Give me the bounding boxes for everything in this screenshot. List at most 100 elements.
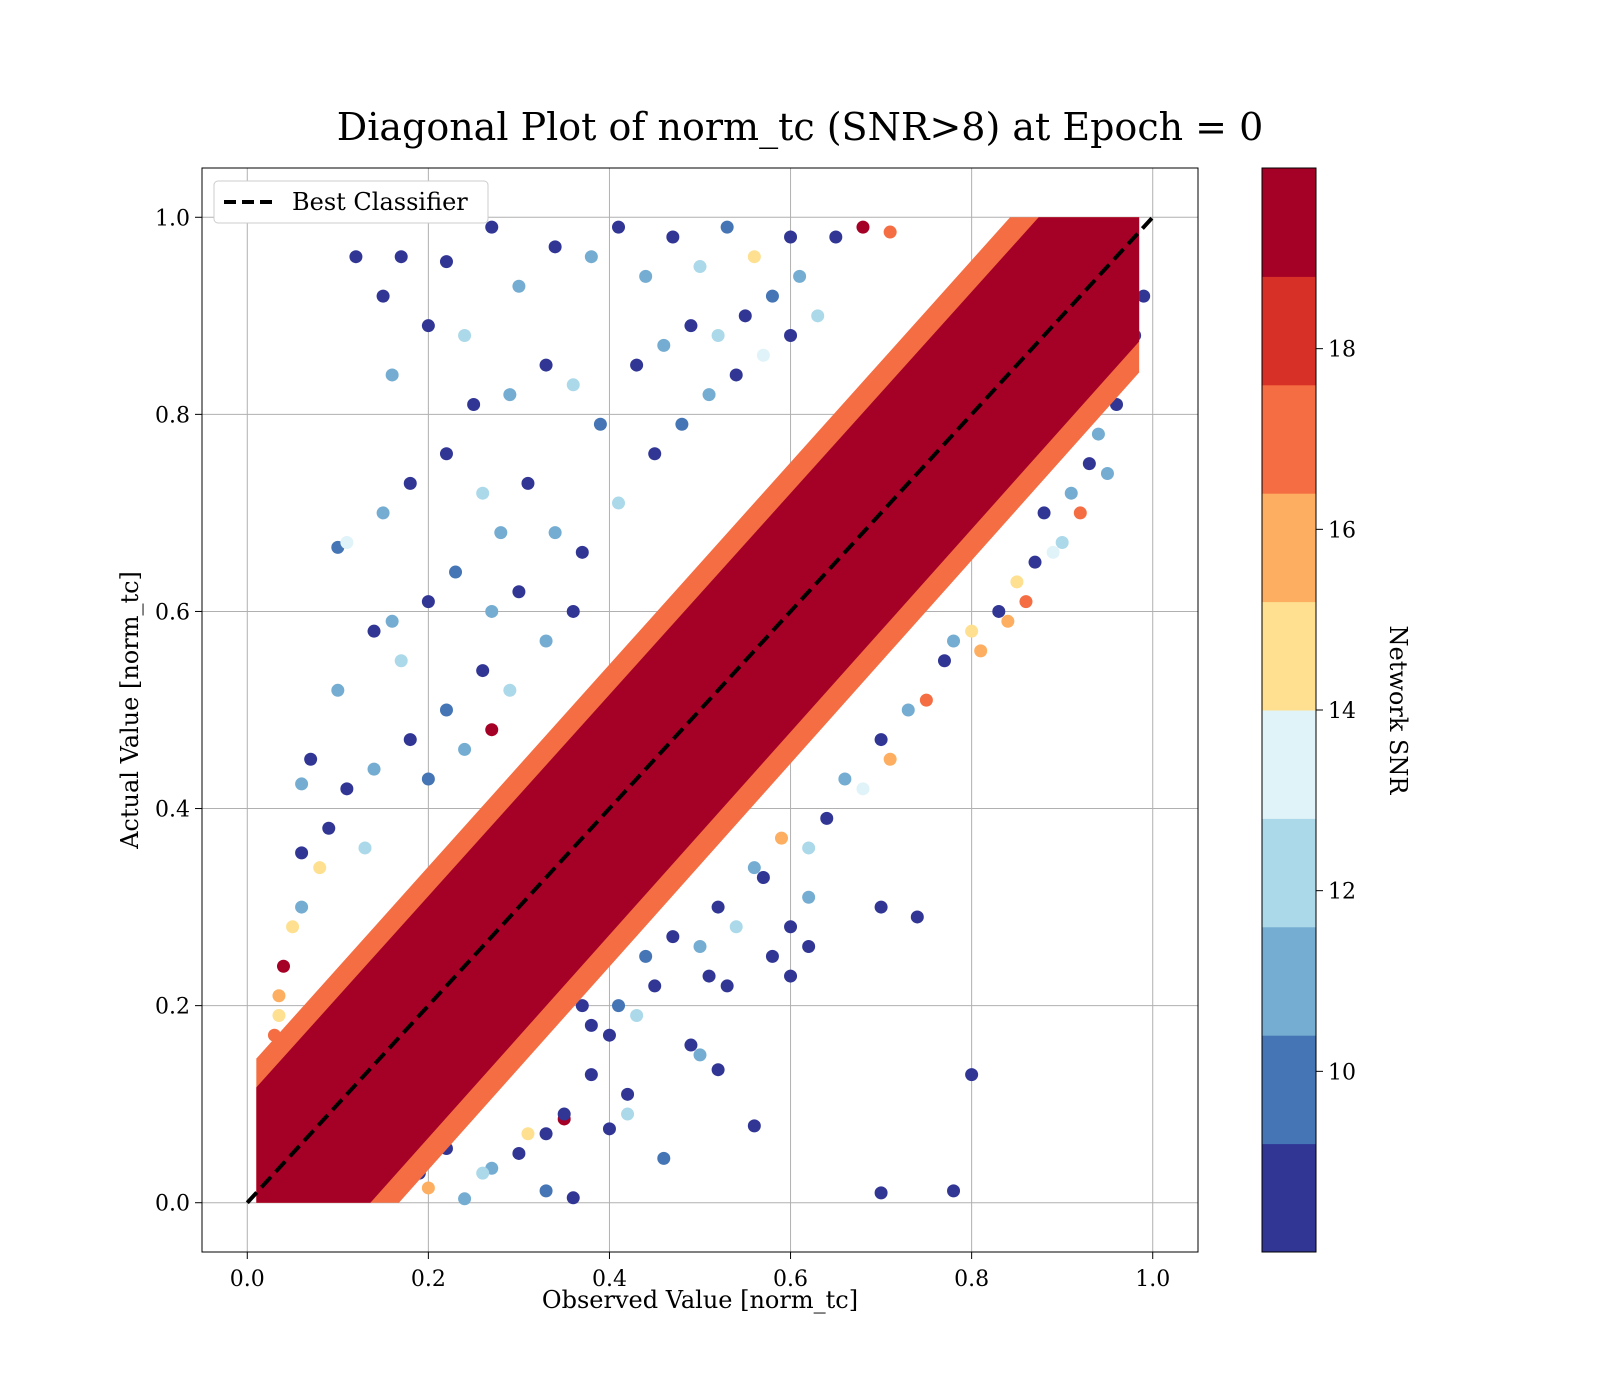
scatter-point (1055, 535, 1069, 549)
scatter-point (584, 1018, 598, 1032)
scatter-point (476, 486, 490, 500)
colorbar-segment (1262, 818, 1316, 928)
scatter-point (1091, 427, 1105, 441)
scatter-point (947, 634, 961, 648)
scatter-point (272, 989, 286, 1003)
scatter-point (340, 782, 354, 796)
scatter-point (322, 821, 336, 835)
x-tick-label: 0.2 (411, 1267, 446, 1292)
y-tick-label: 1.0 (155, 206, 190, 231)
scatter-point (856, 782, 870, 796)
legend-box (213, 180, 489, 224)
scatter-point (449, 565, 463, 579)
scatter-point (593, 417, 607, 431)
scatter-point (548, 240, 562, 254)
legend-entry-best-classifier: Best Classifier (292, 188, 468, 216)
colorbar-segment (1262, 384, 1316, 494)
dense-band (256, 217, 1140, 1203)
scatter-point (272, 1008, 286, 1022)
scatter-point (765, 289, 779, 303)
scatter-point (485, 723, 499, 737)
scatter-point (711, 329, 725, 343)
scatter-point (621, 1107, 635, 1121)
scatter-point (747, 1119, 761, 1133)
scatter-point (394, 250, 408, 264)
scatter-point (829, 230, 843, 244)
scatter-point (1073, 506, 1087, 520)
scatter-point (947, 1184, 961, 1198)
scatter-point (1037, 506, 1051, 520)
x-axis-label: Observed Value [norm_tc] (542, 1286, 858, 1314)
colorbar-segment (1262, 1035, 1316, 1145)
scatter-point (539, 1127, 553, 1141)
scatter-point (802, 841, 816, 855)
scatter-point (385, 614, 399, 628)
scatter-point (612, 496, 626, 510)
x-tick-label: 0.8 (954, 1267, 989, 1292)
scatter-point (286, 920, 300, 934)
scatter-point (512, 1146, 526, 1160)
y-axis-ticks: 0.0 0.2 0.4 0.6 0.8 1.0 (155, 206, 202, 1217)
scatter-point (910, 910, 924, 924)
scatter-point (612, 220, 626, 234)
colorbar-segment (1262, 276, 1316, 386)
scatter-point (856, 220, 870, 234)
y-tick-label: 0.2 (155, 995, 190, 1020)
scatter-point (566, 1191, 580, 1205)
scatter-point (313, 861, 327, 875)
scatter-point (494, 526, 508, 540)
scatter-point (458, 1192, 472, 1206)
scatter-point (276, 959, 290, 973)
scatter-point (1064, 486, 1078, 500)
scatter-point (784, 920, 798, 934)
scatter-point (693, 260, 707, 274)
colorbar-tick-label: 12 (1328, 880, 1356, 905)
colorbar (1261, 167, 1317, 1253)
scatter-point (720, 979, 734, 993)
y-tick-label: 0.4 (155, 798, 190, 823)
scatter-point (367, 762, 381, 776)
scatter-point (756, 871, 770, 885)
scatter-point (639, 949, 653, 963)
scatter-point (702, 969, 716, 983)
scatter-point (883, 752, 897, 766)
scatter-point (584, 250, 598, 264)
y-tick-label: 0.8 (155, 403, 190, 428)
colorbar-tick-label: 10 (1328, 1060, 1356, 1085)
scatter-point (657, 338, 671, 352)
scatter-point (467, 398, 481, 412)
scatter-point (1019, 595, 1033, 609)
legend: Best Classifier (213, 180, 489, 224)
x-tick-label: 0.4 (592, 1267, 627, 1292)
colorbar-tick-label: 14 (1328, 699, 1356, 724)
scatter-point (648, 979, 662, 993)
scatter-point (295, 846, 309, 860)
colorbar-segment (1262, 493, 1316, 603)
scatter-point (820, 811, 834, 825)
scatter-point (485, 604, 499, 618)
scatter-point (711, 900, 725, 914)
scatter-point (575, 999, 589, 1013)
scatter-point (1046, 545, 1060, 559)
scatter-point (566, 604, 580, 618)
x-tick-label: 0.6 (773, 1267, 808, 1292)
scatter-point (756, 348, 770, 362)
scatter-point (965, 624, 979, 638)
scatter-point (630, 1008, 644, 1022)
scatter-point (1082, 457, 1096, 471)
scatter-point (439, 447, 453, 461)
scatter-point (666, 930, 680, 944)
scatter-point (684, 319, 698, 333)
scatter-point (548, 526, 562, 540)
scatter-point (838, 772, 852, 786)
x-tick-label: 1.0 (1135, 1267, 1170, 1292)
scatter-point (747, 250, 761, 264)
scatter-point (648, 447, 662, 461)
colorbar-segment (1262, 1143, 1316, 1253)
scatter-point (602, 1028, 616, 1042)
scatter-point (539, 358, 553, 372)
scatter-point (421, 595, 435, 609)
scatter-point (802, 890, 816, 904)
y-tick-label: 0.0 (155, 1192, 190, 1217)
